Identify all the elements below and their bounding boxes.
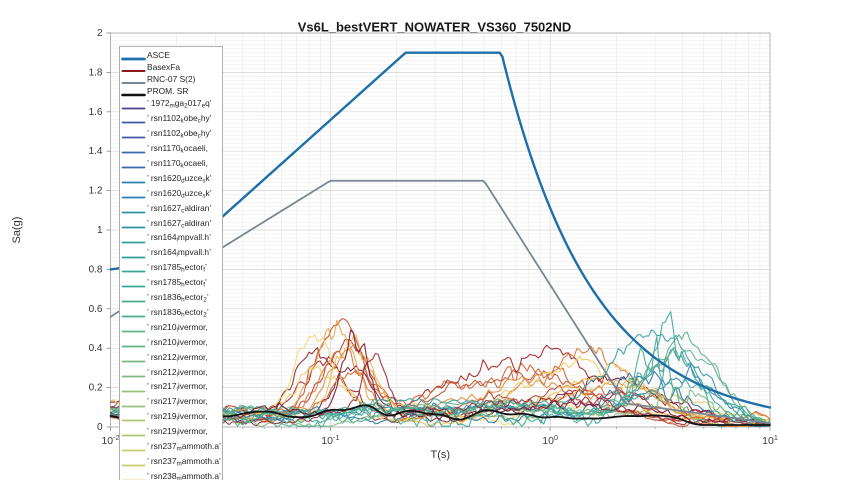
svg-text:Vs6L_bestVERT_NOWATER_VS360_75: Vs6L_bestVERT_NOWATER_VS360_7502ND [298,19,572,34]
svg-text:2: 2 [97,28,103,39]
svg-text:0.6: 0.6 [89,304,103,315]
svg-text:10-2: 10-2 [101,433,119,447]
svg-text:0.4: 0.4 [89,343,103,354]
svg-text:1: 1 [97,225,103,236]
svg-text:1.4: 1.4 [89,146,103,157]
svg-text:1.2: 1.2 [89,186,103,197]
svg-text:0: 0 [97,422,103,433]
svg-text:1.6: 1.6 [89,107,103,118]
svg-text:0.2: 0.2 [89,383,103,394]
svg-text:0.8: 0.8 [89,264,103,275]
svg-text:101: 101 [762,433,778,447]
svg-text:100: 100 [542,433,558,447]
svg-text:1.8: 1.8 [89,67,103,78]
svg-text:Sa(g): Sa(g) [11,217,23,244]
svg-text:T(s): T(s) [430,449,450,461]
svg-text:10-1: 10-1 [321,433,339,447]
